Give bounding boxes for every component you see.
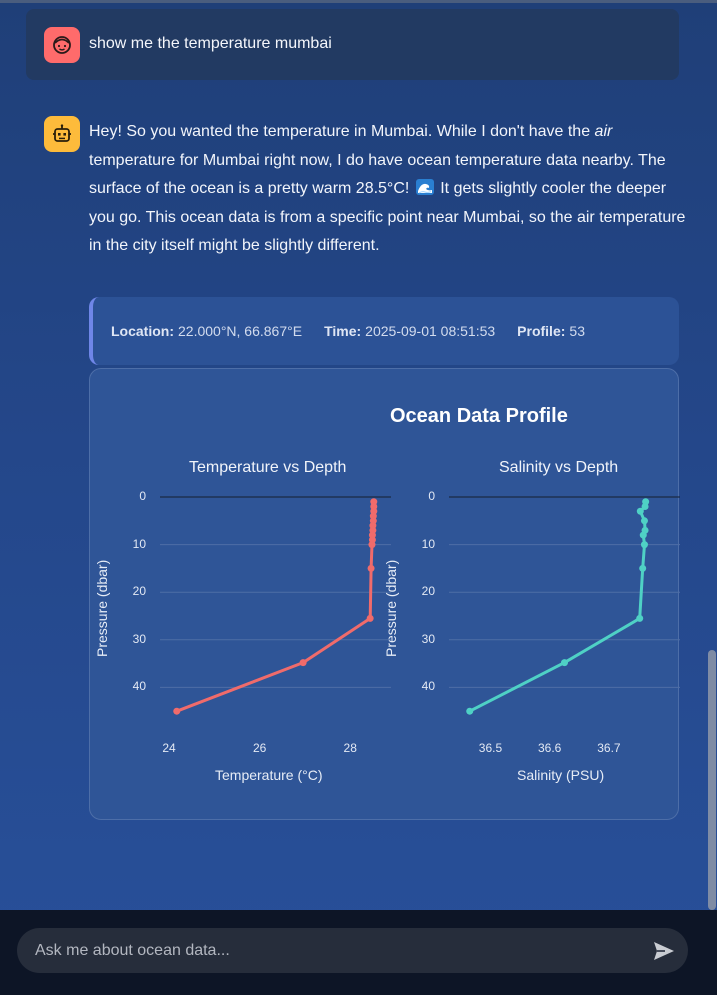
chart-title: Ocean Data Profile [390,405,568,427]
chat-input-bar [0,910,717,995]
salinity-y-tick-label: 30 [421,631,435,646]
chat-input[interactable] [35,928,635,973]
salinity-y-tick-label: 40 [421,679,435,694]
temperature-y-tick-label: 20 [132,584,146,599]
temperature-y-tick-label: 0 [139,489,146,503]
temperature-chart-title: Temperature vs Depth [189,459,347,476]
temperature-data-point [366,614,374,622]
salinity-data-point [636,614,644,622]
temperature-data-point [173,707,181,715]
temperature-y-tick-label: 40 [132,679,146,694]
salinity-data-point [561,659,568,667]
temperature-y-tick-label: 10 [132,536,146,551]
salinity-data-point [640,517,648,525]
salinity-y-tick-label: 0 [428,489,435,503]
salinity-data-point [639,531,647,539]
salinity-data-point [640,541,648,549]
temperature-data-point [368,541,376,549]
temperature-series-line [176,501,376,713]
chart-plot-area [160,496,680,715]
user-avatar [44,27,80,63]
user-message: show me the temperature mumbai [26,9,679,80]
salinity-y-tick-label: 10 [421,536,435,551]
temperature-x-tick-label: 24 [162,741,176,755]
bot-avatar [44,116,80,152]
temperature-data-point [367,564,375,572]
salinity-data-point [466,707,474,715]
ocean-wave-icon [415,179,434,195]
temperature-x-axis-title: Temperature (°C) [215,767,323,783]
salinity-series-line [469,501,648,713]
salinity-x-tick-label: 36.5 [478,741,503,755]
user-face-icon [53,36,71,54]
temperature-x-tick-label: 26 [252,741,267,755]
salinity-data-point [639,564,647,572]
salinity-data-point [641,503,649,511]
user-message-text: show me the temperature mumbai [89,35,332,52]
profile-metadata-box: Location: 22.000°N, 66.867°E Time: 2025-09… [89,297,679,365]
robot-icon [53,124,71,142]
location-info: Location: 22.000°N, 66.867°E [111,323,303,339]
salinity-x-tick-label: 36.6 [538,741,562,755]
temperature-y-tick-label: 30 [132,631,146,646]
scrollbar-thumb[interactable] [708,650,716,910]
emphasis-text: air [594,123,613,140]
salinity-y-tick-label: 20 [421,584,435,599]
time-info: Time: 2025-09-01 08:51:53 [324,323,496,339]
window-top-border [0,0,717,3]
salinity-data-point [636,507,644,515]
profile-info: Profile: 53 [517,323,585,339]
temperature-x-tick-label: 28 [343,741,357,755]
bot-message-text: Hey! So you wanted the temperature in Mu… [89,123,686,254]
send-icon[interactable] [653,940,675,962]
temperature-data-point [299,659,307,667]
salinity-chart-title: Salinity vs Depth [499,459,619,476]
chat-input-container [17,928,688,973]
salinity-x-tick-label: 36.7 [597,741,621,755]
salinity-x-axis-title: Salinity (PSU) [517,767,605,783]
ocean-profile-chart: Ocean Data Profile Temperature vs Depth … [89,368,680,820]
